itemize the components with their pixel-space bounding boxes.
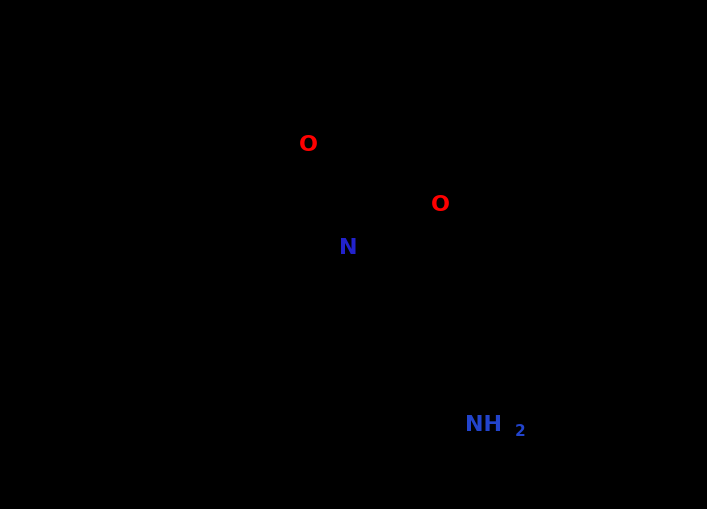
Text: O: O [431, 195, 450, 215]
Text: NH: NH [465, 415, 502, 435]
Text: O: O [298, 135, 317, 155]
Text: N: N [339, 238, 357, 258]
Text: 2: 2 [515, 423, 525, 438]
